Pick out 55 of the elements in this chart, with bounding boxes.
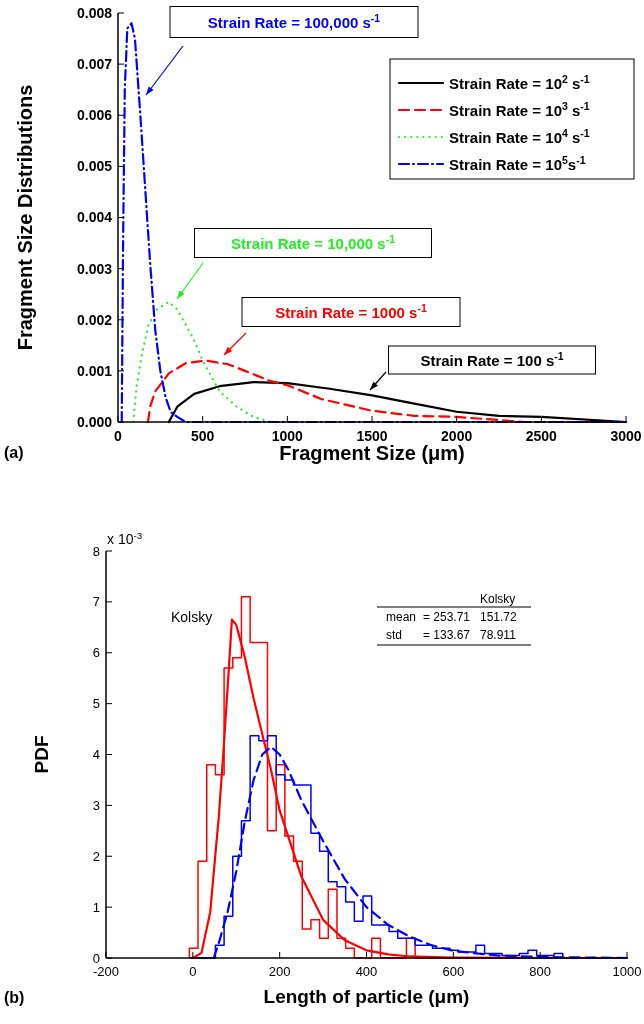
- x-tick-label: 0: [114, 428, 123, 444]
- y-tick-label: 0.001: [76, 362, 113, 379]
- x-tick-label: 200: [268, 964, 291, 979]
- x-tick-label: 2500: [525, 428, 558, 444]
- legend-label: Strain Rate = 10$^{2}$ s$^{-1}$: [449, 73, 590, 92]
- x-tick-label: 800: [529, 964, 552, 979]
- y-tick-label: 5: [92, 696, 100, 712]
- y-tick-label: 0.005: [76, 158, 113, 175]
- text: x 10$^{-3}$: [107, 529, 143, 547]
- y-tick-label: 8: [92, 543, 100, 559]
- legend-label: Strain Rate = 10$^{4}$ s$^{-1}$: [449, 127, 590, 146]
- y-tick-label: 1: [92, 899, 100, 915]
- x-tick-label: 500: [190, 428, 215, 444]
- text: (b): [4, 989, 25, 1006]
- text: (a): [4, 444, 24, 461]
- legend-label: Strain Rate = 10$^{5}$s$^{-1}$: [449, 154, 586, 173]
- text: Kolsky: [171, 609, 213, 625]
- x-tick-label: 2000: [441, 428, 473, 444]
- x-tick-label: 600: [442, 964, 465, 979]
- x-tick-label: 1000: [612, 964, 642, 979]
- annotation: Strain Rate = 100,000 s$^{-1}$: [207, 11, 381, 31]
- y-tick-label: 0.000: [76, 413, 113, 430]
- y-tick-label: 0: [92, 950, 100, 966]
- annotation: Kolsky: [480, 592, 516, 606]
- y-tick-label: 4: [92, 747, 100, 763]
- x-tick-label: 3000: [610, 428, 642, 444]
- x-axis-title: Length of particle (μm): [263, 986, 470, 1007]
- y-tick-label: 0.004: [76, 209, 113, 226]
- annotation: std: [386, 628, 403, 642]
- y-tick-label: 0.002: [76, 311, 113, 328]
- y-tick-label: 7: [92, 594, 100, 610]
- legend-label: Strain Rate = 10$^{3}$ s$^{-1}$: [449, 100, 590, 119]
- x-tick-label: 1000: [271, 428, 304, 444]
- x-tick-label: -200: [92, 964, 120, 979]
- x-tick-label: 400: [355, 964, 378, 979]
- x-tick-label: 1500: [356, 428, 388, 444]
- annotation: Strain Rate = 10,000 s$^{-1}$: [230, 232, 396, 252]
- y-tick-label: 0.008: [76, 4, 113, 21]
- annotation: Strain Rate = 1000 s$^{-1}$: [275, 301, 427, 321]
- x-tick-label: 0: [189, 964, 197, 979]
- y-tick-label: 2: [92, 848, 100, 864]
- y-axis-title: Fragment Size Distributions: [14, 84, 36, 351]
- annotation: mean: [386, 610, 417, 624]
- x-axis-title: Fragment Size (μm): [279, 442, 465, 464]
- y-axis-title: PDF: [31, 735, 52, 774]
- annotation: 151.72: [480, 610, 518, 624]
- y-tick-label: 0.007: [76, 56, 113, 73]
- annotation: Strain Rate = 100 s$^{-1}$: [420, 349, 564, 369]
- y-tick-label: 3: [92, 797, 100, 813]
- y-tick-label: 0.006: [76, 107, 113, 124]
- annotation: = 253.71: [423, 610, 471, 624]
- annotation: = 133.67: [423, 628, 471, 642]
- y-tick-label: 6: [92, 645, 100, 661]
- annotation: 78.911: [480, 628, 517, 642]
- y-tick-label: 0.003: [76, 260, 113, 277]
